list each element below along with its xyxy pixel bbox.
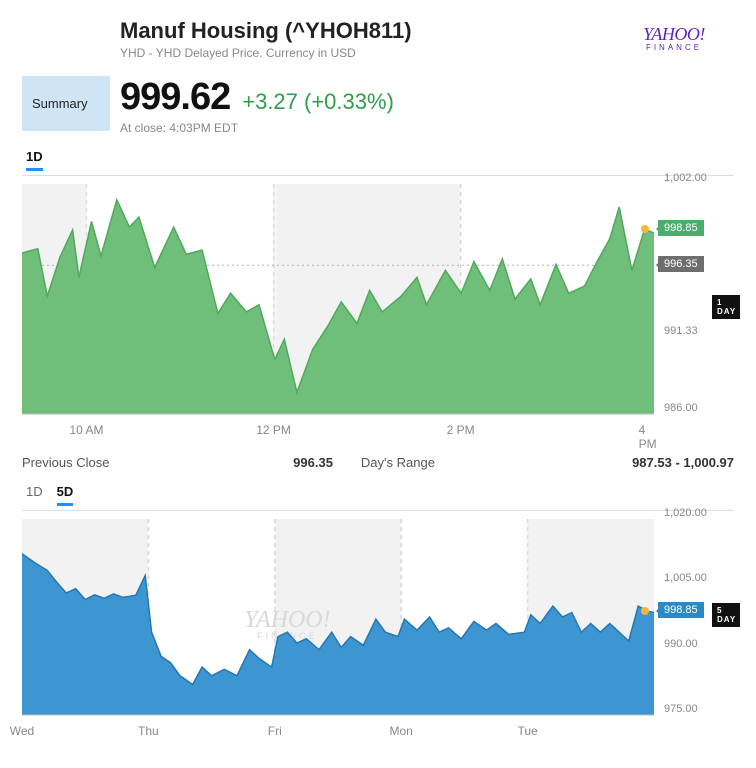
x-axis-label: Fri bbox=[268, 724, 282, 738]
current-price-dot bbox=[641, 225, 649, 233]
instrument-subtitle: YHD - YHD Delayed Price. Currency in USD bbox=[120, 46, 614, 60]
x-axis-label: Wed bbox=[10, 724, 34, 738]
days-range-label: Day's Range bbox=[361, 455, 632, 470]
prev-close-label: Previous Close bbox=[22, 455, 293, 470]
range-tab-1d[interactable]: 1D bbox=[26, 484, 43, 506]
chart-1d[interactable]: 1,002.00998.85996.35991.33986.001 DAY bbox=[22, 175, 734, 423]
x-axis-label: Tue bbox=[517, 724, 537, 738]
current-price-dot bbox=[641, 607, 649, 615]
y-axis-label: 1,002.00 bbox=[664, 172, 734, 184]
days-range-value: 987.53 - 1,000.97 bbox=[632, 455, 734, 470]
chart1-x-axis: 10 AM12 PM2 PM4 PM bbox=[22, 423, 654, 441]
y-axis-label: 1,020.00 bbox=[664, 507, 734, 519]
at-close-text: At close: 4:03PM EDT bbox=[120, 121, 734, 135]
y-axis-label: 986.00 bbox=[664, 402, 734, 414]
chart2-range-tabs: 1D 5D bbox=[22, 484, 734, 510]
y-axis-label: 975.00 bbox=[664, 703, 734, 715]
price-callout: 998.85 bbox=[658, 602, 704, 618]
svg-text:YAHOO!: YAHOO! bbox=[244, 607, 330, 633]
prev-close-value: 996.35 bbox=[293, 455, 333, 470]
x-axis-label: 2 PM bbox=[447, 423, 475, 437]
yahoo-finance-logo: YAHOO! FINANCE bbox=[614, 18, 734, 52]
range-tab-1d[interactable]: 1D bbox=[26, 149, 43, 171]
price-callout: 998.85 bbox=[658, 220, 704, 236]
price-value: 999.62 bbox=[120, 76, 230, 119]
tab-summary[interactable]: Summary bbox=[22, 76, 110, 131]
chart-range-badge: 1 DAY bbox=[712, 295, 740, 319]
chart2-x-axis: WedThuFriMonTue bbox=[22, 724, 654, 742]
chart1-range-tabs: 1D bbox=[22, 149, 734, 175]
instrument-title: Manuf Housing (^YHOH811) bbox=[120, 18, 614, 44]
price-callout: 996.35 bbox=[658, 256, 704, 272]
y-axis-label: 991.33 bbox=[664, 325, 734, 337]
chart-5d[interactable]: YAHOO!FINANCE1,020.001,005.00998.85990.0… bbox=[22, 510, 734, 724]
x-axis-label: 10 AM bbox=[69, 423, 103, 437]
x-axis-label: 12 PM bbox=[256, 423, 291, 437]
chart-range-badge: 5 DAY bbox=[712, 603, 740, 627]
y-axis-label: 1,005.00 bbox=[664, 572, 734, 584]
stats-row: Previous Close 996.35 Day's Range 987.53… bbox=[22, 455, 734, 470]
x-axis-label: 4 PM bbox=[639, 423, 657, 451]
x-axis-label: Thu bbox=[138, 724, 159, 738]
price-change: +3.27 (+0.33%) bbox=[242, 89, 394, 115]
y-axis-label: 990.00 bbox=[664, 638, 734, 650]
x-axis-label: Mon bbox=[390, 724, 413, 738]
range-tab-5d[interactable]: 5D bbox=[57, 484, 74, 506]
